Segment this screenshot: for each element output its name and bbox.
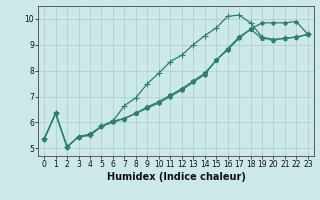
X-axis label: Humidex (Indice chaleur): Humidex (Indice chaleur): [107, 172, 245, 182]
